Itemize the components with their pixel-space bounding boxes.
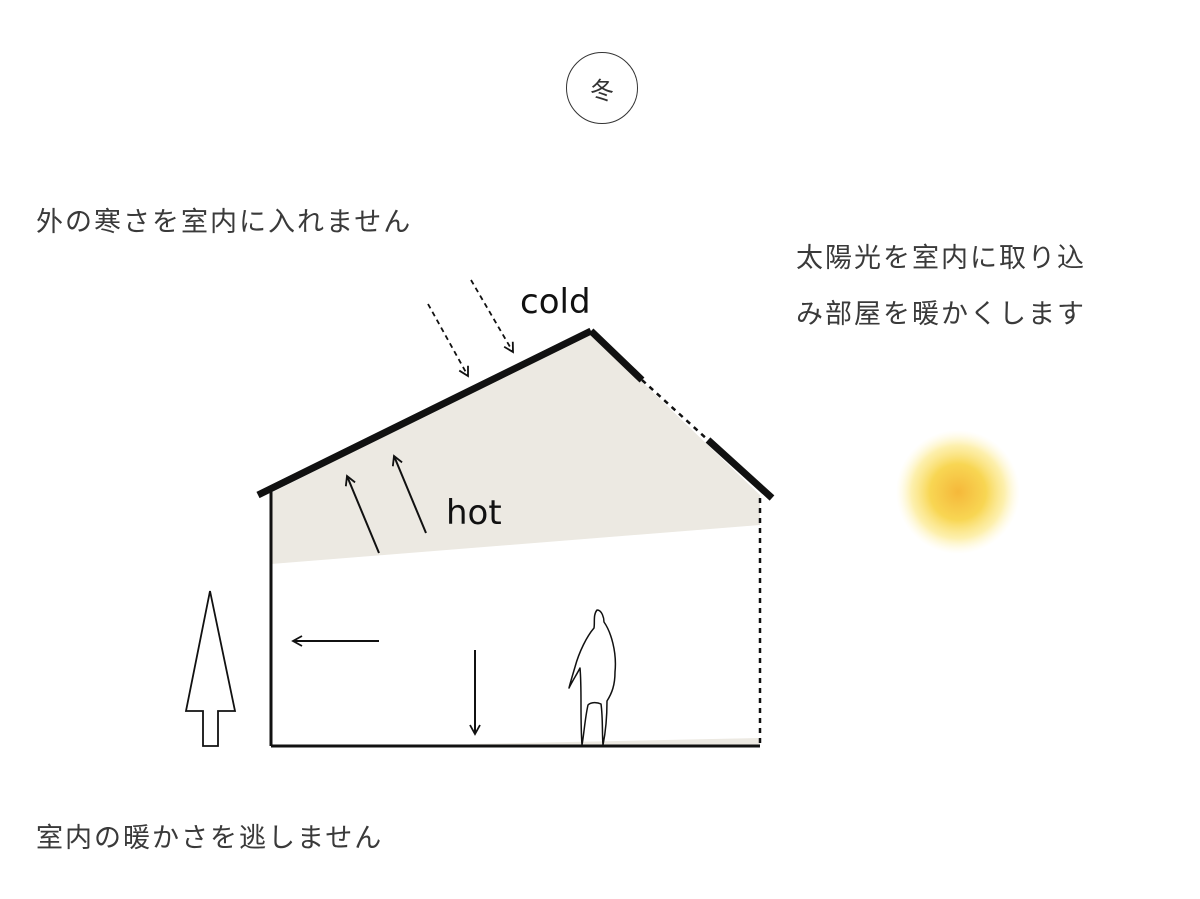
person-icon xyxy=(568,609,617,746)
warm-air-zone xyxy=(271,332,760,564)
caption-insulation: 外の寒さを室内に入れません xyxy=(36,207,413,238)
hot-arrow-2 xyxy=(391,454,427,534)
cold-arrow-2 xyxy=(470,279,514,354)
roof-right-lower xyxy=(705,437,775,501)
caption-sunlight-line2: み部屋を暖かくします xyxy=(796,299,1086,330)
hot-arrow-1 xyxy=(344,474,380,554)
cold-arrow-1 xyxy=(427,303,469,378)
sun-icon xyxy=(896,430,1020,554)
roof-skylight xyxy=(641,379,709,441)
hot-label: hot xyxy=(446,493,502,533)
cold-label: cold xyxy=(520,282,591,322)
roof-right-upper xyxy=(588,328,645,383)
roof-left xyxy=(256,327,593,499)
caption-heat-retention: 室内の暖かさを逃しません xyxy=(36,823,384,854)
season-label: 冬 xyxy=(590,76,614,105)
season-badge: 冬 xyxy=(566,52,638,124)
tree-icon xyxy=(184,590,237,747)
caption-sunlight-line1: 太陽光を室内に取り込 xyxy=(796,243,1086,274)
warm-floor-strip xyxy=(470,738,760,746)
